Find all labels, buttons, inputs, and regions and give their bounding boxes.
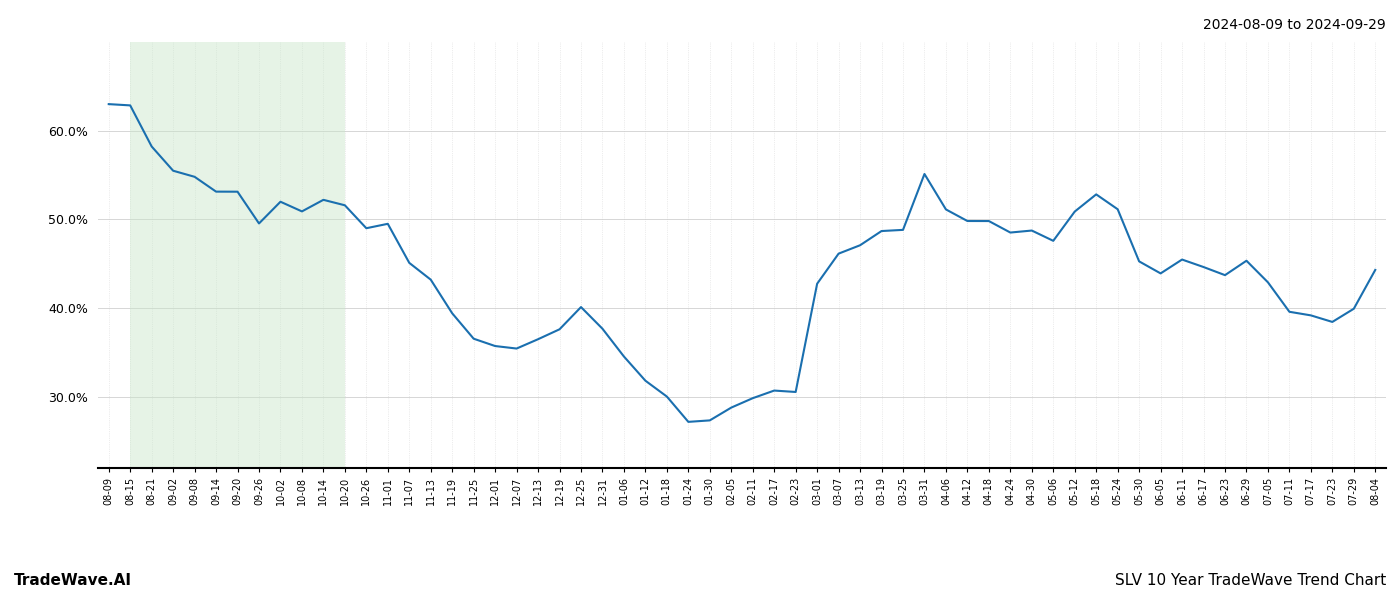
Text: 2024-08-09 to 2024-09-29: 2024-08-09 to 2024-09-29 [1203, 18, 1386, 32]
Text: TradeWave.AI: TradeWave.AI [14, 573, 132, 588]
Text: SLV 10 Year TradeWave Trend Chart: SLV 10 Year TradeWave Trend Chart [1114, 573, 1386, 588]
Bar [130, 42, 344, 468]
